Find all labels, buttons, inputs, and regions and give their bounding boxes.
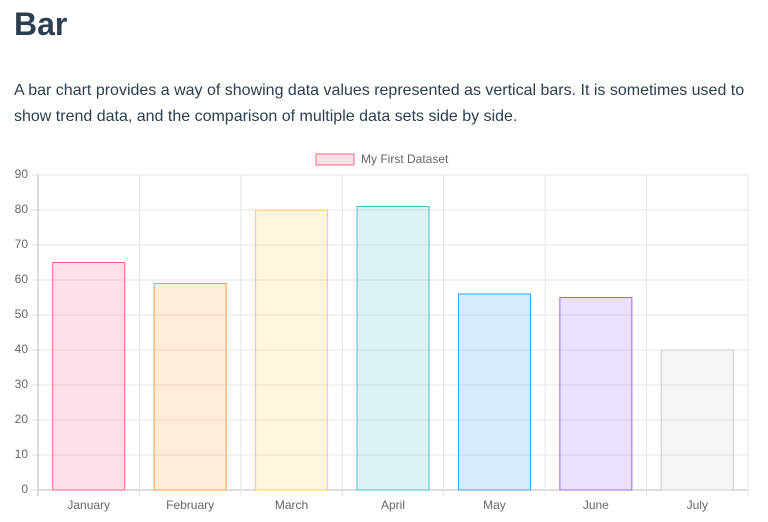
x-tick-label: June [583, 498, 609, 512]
bar [457, 293, 531, 491]
y-tick-label: 80 [15, 202, 29, 216]
bar [255, 209, 329, 491]
y-tick-label: 30 [15, 377, 29, 391]
bar [52, 262, 126, 491]
y-tick-label: 0 [21, 482, 28, 496]
y-tick-label: 20 [15, 412, 29, 426]
legend-swatch [315, 153, 355, 166]
bar [153, 283, 227, 491]
y-tick-label: 70 [15, 237, 29, 251]
bar [660, 349, 734, 491]
description: A bar chart provides a way of showing da… [14, 82, 745, 125]
bar [356, 206, 430, 491]
x-tick-label: May [483, 498, 506, 512]
page-title: Bar [14, 6, 68, 42]
x-tick-label: January [67, 498, 110, 512]
x-tick-label: March [275, 498, 308, 512]
chart: My First Dataset 0 10 20 30 40 50 60 70 80 90 Janua… [15, 152, 749, 512]
legend-label: My First Dataset [361, 152, 449, 166]
y-tick-label: 90 [15, 167, 29, 181]
y-tick-label: 50 [15, 307, 29, 321]
x-tick-label: February [166, 498, 214, 512]
x-tick-label: July [687, 498, 708, 512]
bar [559, 297, 633, 491]
y-tick-label: 10 [15, 447, 29, 461]
y-tick-label: 60 [15, 272, 29, 286]
x-tick-label: April [381, 498, 405, 512]
y-tick-label: 40 [15, 342, 29, 356]
